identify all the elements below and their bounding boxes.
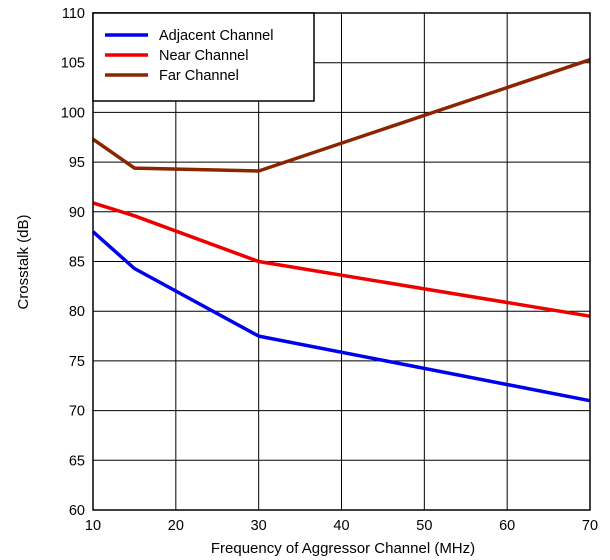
series-line (91, 58, 591, 173)
y-tick-label: 65 (69, 453, 85, 469)
y-axis-title: Crosstalk (dB) (15, 214, 32, 309)
legend-box (92, 12, 315, 102)
series-line (92, 201, 591, 318)
y-tick-label: 60 (69, 503, 85, 519)
x-tick-label: 20 (168, 518, 184, 534)
y-tick-label: 90 (69, 205, 85, 221)
y-tick-label: 75 (69, 354, 85, 370)
y-tick-label: 110 (62, 6, 85, 22)
legend-label: Near Channel (159, 48, 248, 64)
y-tick-label: 85 (69, 255, 85, 271)
x-tick-label: 70 (582, 518, 598, 534)
legend-label: Far Channel (159, 68, 239, 84)
x-tick-label: 40 (333, 518, 349, 534)
x-axis-title: Frequency of Aggressor Channel (MHz) (211, 540, 475, 557)
x-tick-label: 60 (499, 518, 515, 534)
y-tick-label: 100 (61, 105, 85, 121)
y-tick-label: 70 (69, 404, 85, 420)
y-tick-label: 80 (69, 304, 85, 320)
plot-frame (92, 12, 591, 511)
y-tick-label: 95 (69, 155, 85, 171)
legend-label: Adjacent Channel (159, 28, 273, 44)
series-line (91, 230, 591, 403)
x-tick-label: 50 (416, 518, 432, 534)
x-tick-label: 30 (251, 518, 267, 534)
y-tick-label: 105 (61, 56, 85, 72)
x-tick-label: 10 (85, 518, 101, 534)
